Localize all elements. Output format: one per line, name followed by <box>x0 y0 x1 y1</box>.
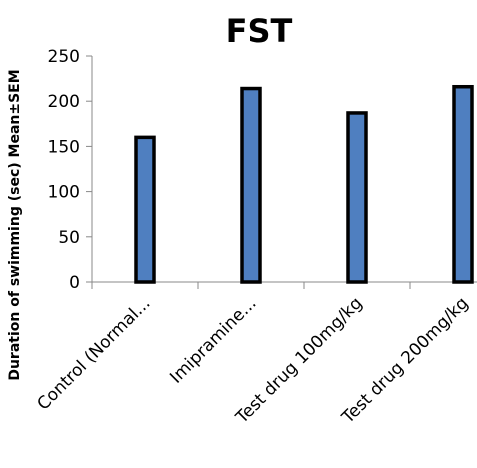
bar <box>452 84 474 284</box>
x-axis <box>91 281 477 289</box>
bar <box>346 111 368 284</box>
x-tick-label: Control (Normal... <box>33 293 154 414</box>
chart-title: FST <box>226 12 293 50</box>
y-tick-label: 50 <box>58 228 80 248</box>
category-labels: Control (Normal... Imipramine...Test drug… <box>33 293 472 428</box>
bar <box>240 86 262 284</box>
y-tick-label: 200 <box>48 92 80 112</box>
y-axis: 0 50 100 150 200 250 <box>48 47 93 293</box>
y-axis-title: Duration of swimming (sec) Mean±SEM <box>7 69 23 380</box>
y-tick-label: 250 <box>48 47 80 67</box>
y-tick-label: 100 <box>48 183 80 203</box>
bars <box>134 84 474 284</box>
bar <box>134 135 156 284</box>
x-tick-label: Imipramine... <box>166 293 260 387</box>
y-tick-label: 150 <box>48 137 80 157</box>
y-tick-label: 0 <box>69 273 80 293</box>
